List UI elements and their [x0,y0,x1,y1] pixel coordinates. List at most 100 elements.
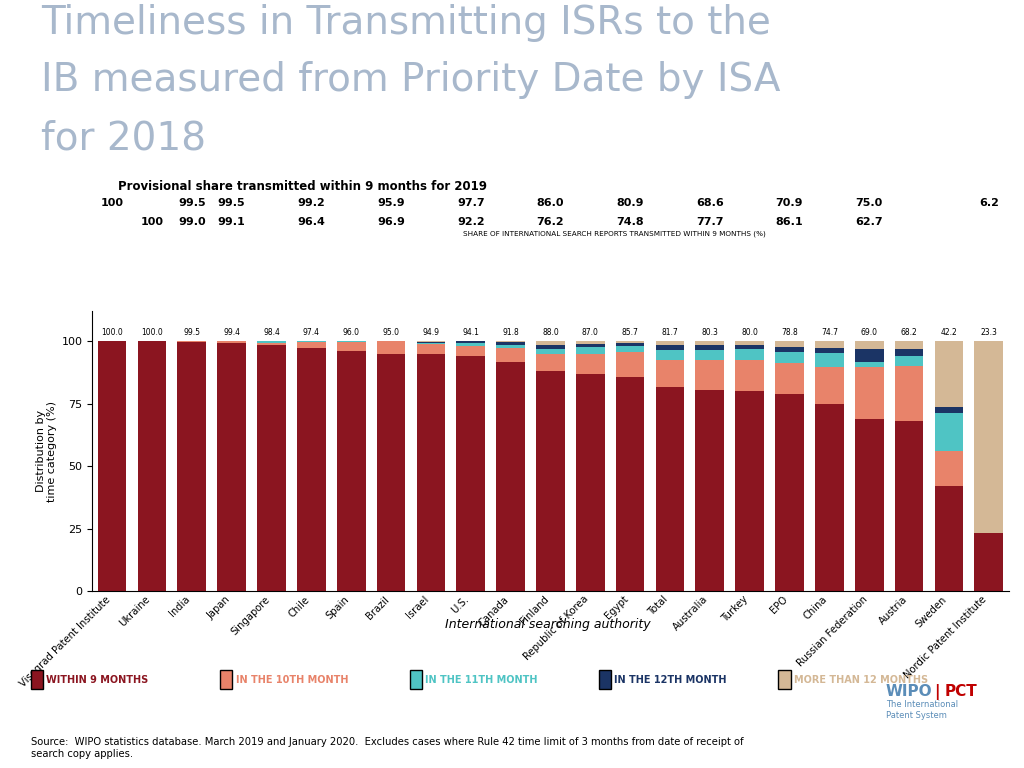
Text: Timeliness in Transmitting ISRs to the: Timeliness in Transmitting ISRs to the [41,4,771,41]
Bar [377,341,406,353]
Text: 100.0: 100.0 [101,329,123,337]
Bar [935,341,964,407]
Bar [775,346,804,352]
Bar [655,387,684,591]
Text: IN THE 12TH MONTH: IN THE 12TH MONTH [614,674,727,685]
Text: 80.3: 80.3 [701,329,718,337]
Text: Source:  WIPO statistics database. March 2019 and January 2020.  Excludes cases : Source: WIPO statistics database. March … [31,737,743,759]
Text: 96.4: 96.4 [297,217,326,227]
Text: WIPO: WIPO [886,684,933,699]
Text: 94.9: 94.9 [422,329,439,337]
Bar [137,341,166,591]
Text: 88.0: 88.0 [542,329,559,337]
Bar [695,346,724,350]
Y-axis label: Distribution by
time category (%): Distribution by time category (%) [36,401,57,502]
Bar [297,348,326,591]
Bar [417,354,445,591]
Bar [257,345,286,591]
Bar [297,342,326,348]
Text: IN THE 10TH MONTH: IN THE 10TH MONTH [236,674,348,685]
Text: WITHIN 9 MONTHS: WITHIN 9 MONTHS [46,674,148,685]
Bar [895,341,924,349]
Text: Provisional share transmitted within 9 months for 2019: Provisional share transmitted within 9 m… [118,180,486,194]
Bar [497,362,525,591]
Bar [895,366,924,421]
Bar [497,341,525,343]
Bar [337,341,366,342]
Bar [935,413,964,451]
Text: 80.9: 80.9 [616,198,644,208]
Text: 42.2: 42.2 [940,329,957,337]
Text: 23.3: 23.3 [980,329,997,337]
Bar [575,347,604,353]
Bar [575,341,604,343]
Text: 99.5: 99.5 [178,198,206,208]
Bar [815,405,844,591]
Bar [97,341,126,591]
Text: 99.5: 99.5 [183,329,201,337]
Bar [536,371,565,591]
Bar [975,341,1004,533]
Text: 75.0: 75.0 [855,198,883,208]
Text: 97.7: 97.7 [457,198,484,208]
Text: 68.2: 68.2 [901,329,918,337]
Bar [615,341,644,343]
Bar [695,341,724,346]
Bar [655,350,684,360]
Bar [855,419,884,591]
Bar [655,360,684,387]
Bar [417,343,445,344]
Text: 100: 100 [100,198,124,208]
Bar [775,341,804,346]
Text: 99.1: 99.1 [218,217,246,227]
Bar [497,343,525,345]
Bar [615,346,644,352]
Bar [695,350,724,360]
Bar [257,343,286,345]
Bar [815,367,844,405]
Text: The International
Patent System: The International Patent System [886,700,957,720]
Text: 94.1: 94.1 [462,329,479,337]
Text: |: | [934,684,939,700]
Bar [575,353,604,373]
Text: 81.7: 81.7 [662,329,678,337]
Bar [775,394,804,591]
Text: 100: 100 [140,217,164,227]
Bar [895,349,924,356]
Bar [457,343,485,346]
Text: International searching authority: International searching authority [445,618,650,631]
Text: 68.6: 68.6 [696,198,724,208]
Bar [337,342,366,351]
Bar [457,346,485,356]
Text: 70.9: 70.9 [776,198,803,208]
Bar [895,356,924,366]
Text: MORE THAN 12 MONTHS: MORE THAN 12 MONTHS [794,674,928,685]
Text: IB measured from Priority Date by ISA: IB measured from Priority Date by ISA [41,61,780,99]
Bar [257,341,286,343]
Text: 95.0: 95.0 [383,329,399,337]
Bar [855,362,884,367]
Text: 86.0: 86.0 [537,198,564,208]
Bar [735,391,764,591]
Bar [735,349,764,360]
Bar [935,485,964,591]
Bar [575,343,604,347]
Bar [655,341,684,346]
Bar [217,341,246,343]
Bar [417,342,445,343]
Text: 6.2: 6.2 [979,198,998,208]
Bar [177,341,206,343]
Bar [855,367,884,419]
Text: 78.8: 78.8 [781,329,798,337]
Bar [217,343,246,591]
Bar [855,341,884,349]
Bar [536,345,565,349]
Bar [695,390,724,591]
Bar [497,345,525,348]
Text: 99.5: 99.5 [218,198,246,208]
Text: 80.0: 80.0 [741,329,758,337]
Bar [735,360,764,391]
Bar [775,362,804,394]
Bar [457,356,485,591]
Bar [895,421,924,591]
